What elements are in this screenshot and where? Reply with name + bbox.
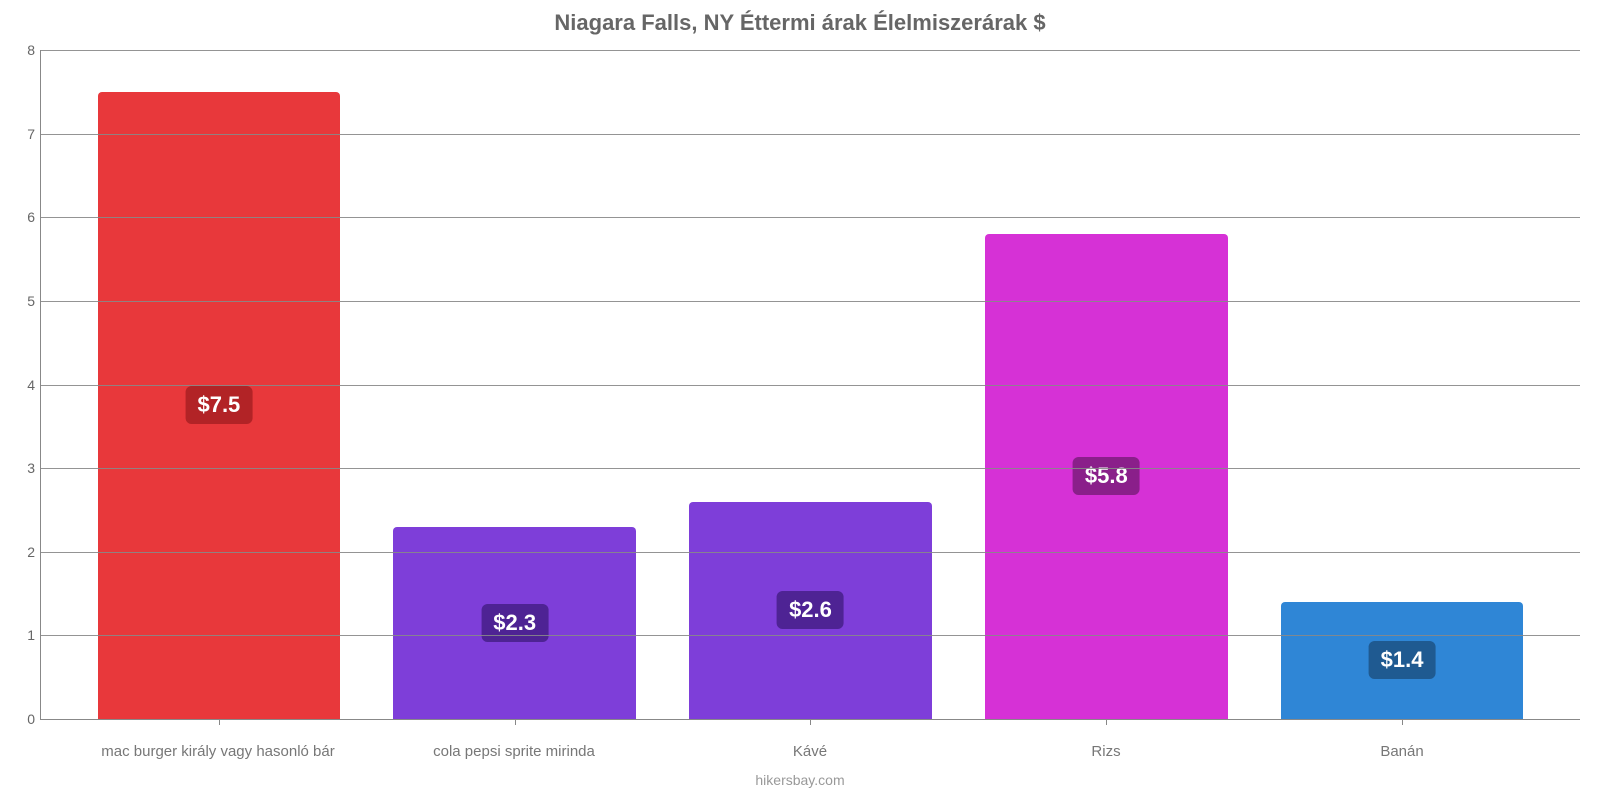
x-axis-labels: mac burger király vagy hasonló bárcola p…	[40, 743, 1580, 760]
gridline	[41, 134, 1580, 135]
bar: $7.5	[98, 92, 341, 719]
xtick	[810, 719, 811, 725]
xtick	[515, 719, 516, 725]
bar: $5.8	[985, 234, 1228, 719]
xtick	[219, 719, 220, 725]
bar: $2.3	[393, 527, 636, 719]
ytick-label: 7	[11, 126, 35, 142]
xtick	[1106, 719, 1107, 725]
ytick-label: 0	[11, 711, 35, 727]
bar: $2.6	[689, 502, 932, 719]
bar-value-label: $1.4	[1369, 641, 1436, 679]
gridline	[41, 385, 1580, 386]
plot-area: $7.5$2.3$2.6$5.8$1.4 012345678	[40, 50, 1580, 720]
ytick-label: 5	[11, 293, 35, 309]
bar: $1.4	[1281, 602, 1524, 719]
gridline	[41, 468, 1580, 469]
x-axis-label: Banán	[1254, 743, 1550, 760]
xtick	[1402, 719, 1403, 725]
chart-title: Niagara Falls, NY Éttermi árak Élelmisze…	[0, 0, 1600, 46]
x-axis-label: cola pepsi sprite mirinda	[366, 743, 662, 760]
bar-value-label: $7.5	[185, 386, 252, 424]
gridline	[41, 217, 1580, 218]
ytick-label: 1	[11, 627, 35, 643]
x-axis-label: mac burger király vagy hasonló bár	[70, 743, 366, 760]
ytick-label: 8	[11, 42, 35, 58]
price-bar-chart: Niagara Falls, NY Éttermi árak Élelmisze…	[0, 0, 1600, 800]
chart-source: hikersbay.com	[0, 772, 1600, 788]
gridline	[41, 301, 1580, 302]
gridline	[41, 635, 1580, 636]
bar-value-label: $2.6	[777, 591, 844, 629]
x-axis-label: Kávé	[662, 743, 958, 760]
ytick-label: 6	[11, 209, 35, 225]
gridline	[41, 50, 1580, 51]
x-axis-label: Rizs	[958, 743, 1254, 760]
bar-value-label: $5.8	[1073, 457, 1140, 495]
ytick-label: 2	[11, 544, 35, 560]
gridline	[41, 552, 1580, 553]
ytick-label: 3	[11, 460, 35, 476]
ytick-label: 4	[11, 377, 35, 393]
